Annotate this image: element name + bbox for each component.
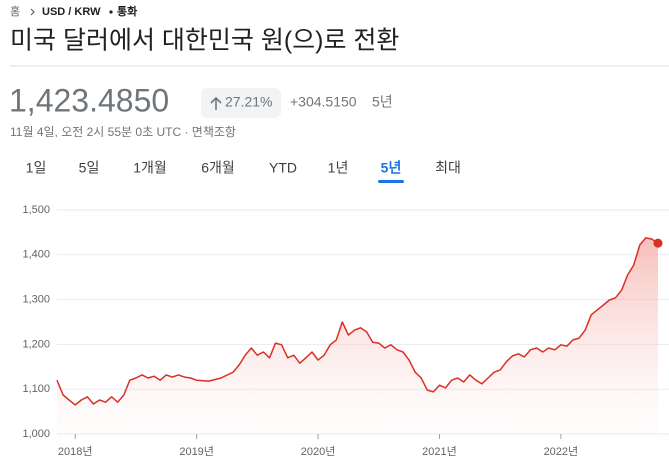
up-arrow-icon — [210, 96, 222, 110]
breadcrumb-pair[interactable]: USD / KRW — [42, 6, 101, 18]
page-title: 미국 달러에서 대한민국 원(으)로 전환 — [10, 27, 399, 55]
y-tick-label: 1,300 — [22, 294, 50, 306]
x-tick-label: 2020년 — [301, 445, 336, 458]
range-tab[interactable]: 1개월 — [133, 160, 167, 176]
range-tabs: 1일 5일 1개월 6개월 YTD 1년 5년 최대 — [26, 160, 461, 183]
range-tab[interactable]: YTD — [269, 160, 297, 176]
y-tick-label: 1,400 — [22, 249, 50, 261]
timestamp: 11월 4일, 오전 2시 55분 0초 UTC · 면책조항 — [10, 124, 236, 139]
price-line — [56, 237, 659, 406]
x-tick-label: 2018년 — [58, 445, 93, 458]
change-amount: +304.5150 — [290, 94, 357, 110]
range-tab[interactable]: 1년 — [328, 160, 349, 176]
change-period: 5년 — [372, 94, 393, 110]
last-point — [653, 238, 663, 248]
chart: 1,000 1,100 1,200 1,300 1,400 1,500 2018년 2019년… — [22, 204, 669, 458]
breadcrumb-separator — [30, 8, 35, 16]
range-tab[interactable]: 6개월 — [201, 160, 235, 176]
change-badge — [201, 88, 281, 118]
breadcrumb-dot — [109, 10, 113, 14]
change-percent: 27.21% — [225, 94, 272, 110]
disclaimer-link[interactable]: 면책조항 — [192, 124, 236, 139]
range-tab[interactable]: 1일 — [26, 160, 47, 176]
breadcrumb-type[interactable]: 통화 — [117, 4, 137, 18]
breadcrumb-home[interactable]: 홈 — [10, 4, 20, 18]
x-tick-label: 2022년 — [544, 445, 579, 458]
x-tick-label: 2019년 — [179, 445, 214, 458]
y-tick-label: 1,200 — [22, 338, 50, 350]
timestamp-text: 11월 4일, 오전 2시 55분 0초 UTC — [10, 125, 181, 139]
range-tab[interactable]: 최대 — [435, 160, 461, 176]
y-tick-label: 1,100 — [22, 383, 50, 395]
selected-tab-underline — [378, 180, 404, 183]
price: 1,423.4850 — [9, 82, 169, 118]
x-tick-label: 2021년 — [422, 445, 457, 458]
y-tick-label: 1,500 — [22, 204, 50, 216]
range-tab[interactable]: 5일 — [79, 160, 100, 176]
y-tick-label: 1,000 — [22, 428, 50, 440]
range-tab[interactable]: 5년 — [381, 160, 402, 176]
area-fill — [57, 237, 658, 434]
